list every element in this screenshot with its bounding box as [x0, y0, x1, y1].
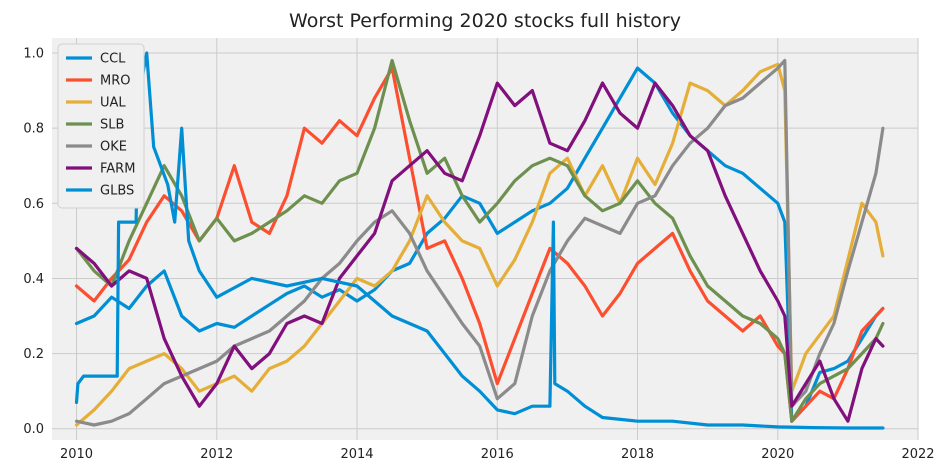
y-axis: 0.0 0.2 0.4 0.6 0.8 1.0	[23, 47, 44, 438]
legend: CCL MRO UAL SLB OKE FARM GLBS	[57, 43, 145, 209]
chart-title: Worst Performing 2020 stocks full histor…	[289, 10, 681, 32]
y-tick-label: 0.2	[23, 347, 44, 362]
legend-label: CCL	[100, 52, 126, 67]
y-tick-label: 0.6	[23, 197, 44, 212]
plot-area	[52, 38, 918, 440]
legend-label: UAL	[100, 96, 126, 111]
y-tick-label: 0.4	[23, 272, 44, 287]
series-line-slb	[74, 58, 885, 423]
legend-label: FARM	[100, 162, 135, 177]
x-tick-label: 2010	[60, 447, 93, 462]
x-tick-label: 2018	[621, 447, 654, 462]
y-tick-label: 1.0	[23, 47, 44, 62]
x-tick-label: 2014	[340, 447, 373, 462]
legend-label: MRO	[100, 74, 130, 89]
grid	[52, 38, 919, 440]
legend-label: GLBS	[100, 184, 134, 199]
legend-label: SLB	[100, 118, 124, 133]
series-line-oke	[74, 58, 885, 427]
x-axis: 2010 2012 2014 2016 2018 2020 2022	[60, 447, 934, 462]
series-line-farm	[74, 81, 885, 423]
x-tick-label: 2022	[901, 447, 934, 462]
legend-label: OKE	[100, 140, 127, 155]
y-tick-label: 0.8	[23, 122, 44, 137]
y-tick-label: 0.0	[23, 422, 44, 437]
series-line-ual	[74, 62, 885, 427]
x-tick-label: 2020	[761, 447, 794, 462]
x-tick-label: 2016	[481, 447, 514, 462]
series-line-ccl	[74, 66, 885, 423]
x-tick-label: 2012	[200, 447, 233, 462]
